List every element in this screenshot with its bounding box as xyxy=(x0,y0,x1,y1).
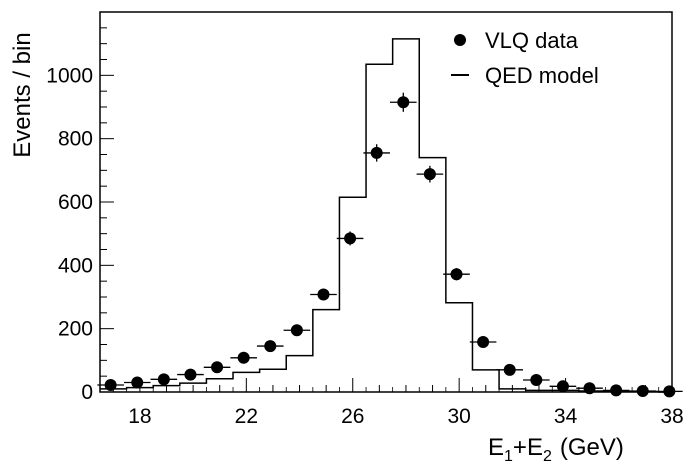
x-tick-label: 22 xyxy=(235,405,258,428)
legend: VLQ data QED model xyxy=(451,28,599,88)
data-point xyxy=(97,379,124,392)
x-axis-title: E1+E2 (GeV) xyxy=(488,434,624,465)
x-tick-label: 18 xyxy=(128,405,151,428)
data-point-marker xyxy=(104,379,117,392)
x-tick-label: 34 xyxy=(554,405,578,428)
data-point xyxy=(203,361,231,374)
x-axis-title-main: E xyxy=(488,434,504,461)
legend-label-model: QED model xyxy=(485,63,599,88)
data-point-marker xyxy=(636,385,649,398)
data-point-marker xyxy=(290,324,303,337)
axes: 18 22 26 30 34 38 0 200 400 600 800 1000 xyxy=(46,11,684,428)
data-point-marker xyxy=(610,384,623,397)
x-axis-title-unit: (GeV) xyxy=(560,434,624,461)
y-axis-title: Events / bin xyxy=(9,32,36,157)
x-axis-title-sub2: 2 xyxy=(543,448,552,465)
qed-model-histogram xyxy=(100,38,672,393)
x-tick-label: 26 xyxy=(341,405,364,428)
data-point xyxy=(123,376,151,389)
data-point xyxy=(629,385,657,398)
y-tick-label: 400 xyxy=(58,254,93,277)
y-tick-label: 600 xyxy=(58,191,93,214)
data-point-marker xyxy=(184,368,197,381)
y-tick-label: 800 xyxy=(58,128,93,151)
data-point xyxy=(310,288,337,301)
y-tick-label: 1000 xyxy=(46,64,93,87)
data-point-marker xyxy=(583,382,596,395)
data-point-marker xyxy=(477,335,490,348)
data-point xyxy=(230,351,257,364)
data-point xyxy=(150,373,178,386)
data-point-marker xyxy=(663,385,676,398)
data-point xyxy=(443,268,470,281)
x-axis-title-plus: +E xyxy=(513,434,543,461)
data-point-marker xyxy=(503,363,516,376)
x-tick-label: 30 xyxy=(447,405,470,428)
data-point xyxy=(283,324,311,337)
legend-marker-data xyxy=(454,34,466,46)
x-axis-title-sub1: 1 xyxy=(504,448,513,465)
data-point xyxy=(549,380,577,393)
data-point-marker xyxy=(211,361,224,374)
data-point-marker xyxy=(556,380,569,393)
data-point-marker xyxy=(344,232,357,245)
data-point-marker xyxy=(131,376,144,389)
data-point xyxy=(363,144,390,162)
data-point-marker xyxy=(264,340,277,353)
data-point xyxy=(469,335,497,348)
data-point-marker xyxy=(397,96,410,109)
legend-label-data: VLQ data xyxy=(485,28,579,53)
data-point-marker xyxy=(317,288,330,301)
data-point xyxy=(576,382,603,395)
data-point xyxy=(496,363,524,376)
data-point xyxy=(416,165,444,183)
data-point-marker xyxy=(450,268,463,281)
x-tick-label: 38 xyxy=(660,405,683,428)
data-point xyxy=(256,340,284,353)
data-point-marker xyxy=(423,168,436,181)
data-marks xyxy=(97,38,683,398)
y-tick-label: 0 xyxy=(81,381,93,404)
data-point xyxy=(656,385,683,398)
data-point-marker xyxy=(370,146,383,159)
data-point xyxy=(336,231,364,246)
data-point-marker xyxy=(157,373,170,386)
data-point-marker xyxy=(530,373,543,386)
data-point-marker xyxy=(237,351,250,364)
data-point xyxy=(177,368,204,381)
y-tick-label: 200 xyxy=(58,318,93,341)
data-point xyxy=(602,384,630,397)
data-point xyxy=(523,373,550,386)
data-point xyxy=(389,92,417,112)
